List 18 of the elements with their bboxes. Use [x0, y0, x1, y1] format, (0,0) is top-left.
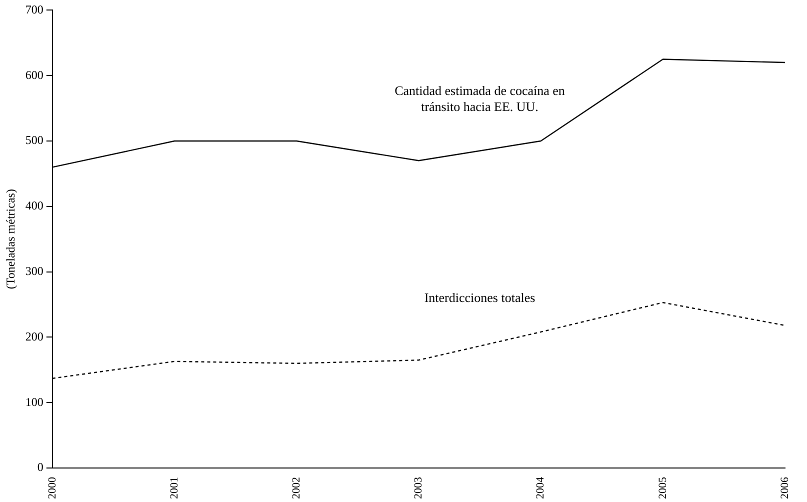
x-tick-label: 2006	[778, 476, 791, 499]
y-tick-label: 0	[37, 460, 44, 474]
y-tick-label: 400	[25, 198, 44, 213]
y-tick-label: 600	[25, 68, 44, 82]
y-axis-title: (Toneladas métricas)	[3, 189, 18, 290]
x-tick-label: 2004	[534, 476, 547, 499]
y-tick-label: 700	[25, 2, 44, 16]
y-tick-label: 500	[25, 133, 44, 148]
x-tick-label: 2001	[168, 477, 180, 499]
series-label: Cantidad estimada de cocaína en tránsito hacia EE. UU.	[394, 83, 566, 114]
x-tick-label: 2003	[412, 476, 425, 499]
text: Interdicciones totales	[424, 290, 536, 305]
x-tick-label: 2005	[656, 476, 669, 499]
y-tick-label: 100	[25, 394, 44, 409]
y-tick-label: 200	[25, 329, 44, 344]
y-tick-label: 300	[25, 264, 44, 278]
x-tick-label: 2000	[46, 476, 58, 499]
x-tick-label: 2002	[290, 477, 302, 499]
